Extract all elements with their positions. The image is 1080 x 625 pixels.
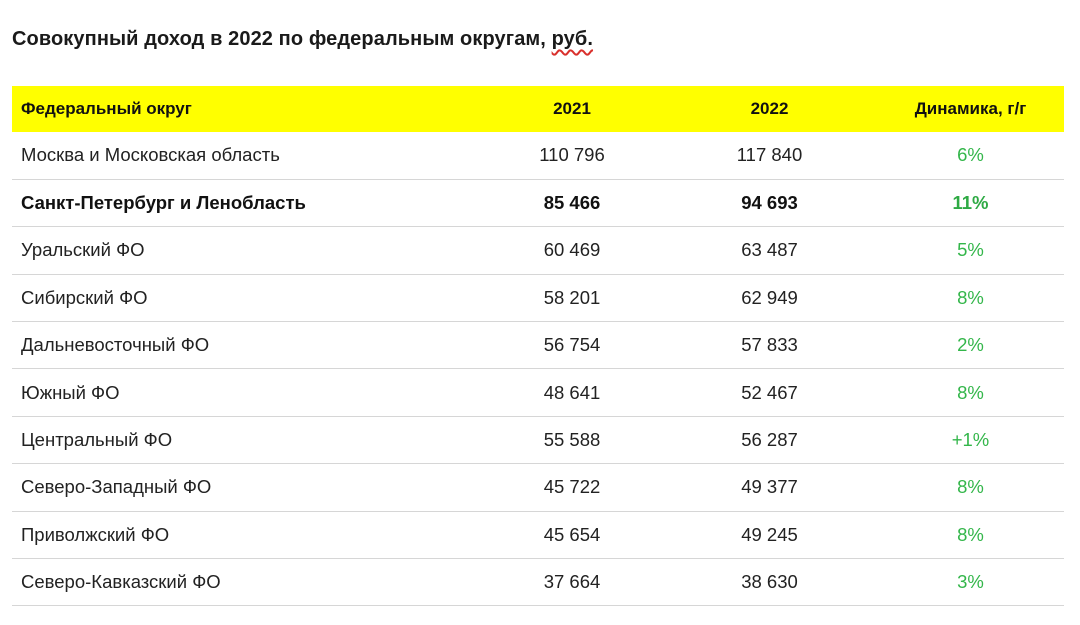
dynamics-cell: 2% (957, 334, 984, 356)
header-2021: 2021 (553, 99, 591, 118)
value-2021-cell: 37 664 (543, 571, 601, 593)
table-body: Москва и Московская область 110 796 117 84… (12, 132, 1064, 606)
district-cell: Северо-Западный ФО (21, 476, 212, 498)
district-cell: Москва и Московская область (21, 144, 280, 166)
table-row: Центральный ФО 55 588 56 287 +1% (12, 416, 1064, 464)
header-dynamics: Динамика, г/г (914, 99, 1027, 118)
value-2021-cell: 45 654 (543, 523, 601, 545)
dynamics-cell: 8% (957, 523, 984, 545)
table-header: Федеральный округ 2021 2022 Динамика, г/… (12, 86, 1064, 132)
value-2022-cell: 62 949 (741, 286, 798, 308)
value-2022-cell: 56 287 (741, 429, 798, 451)
dynamics-cell: 8% (957, 286, 984, 308)
table-header-row: Федеральный округ 2021 2022 Динамика, г/… (12, 86, 1064, 132)
header-district: Федеральный округ (21, 99, 192, 118)
district-cell: Северо-Кавказский ФО (21, 571, 221, 593)
dynamics-cell: 6% (957, 144, 984, 166)
district-cell: Уральский ФО (21, 239, 145, 261)
title-main: Совокупный доход в 2022 по федеральным о… (12, 28, 552, 50)
table-row: Дальневосточный ФО 56 754 57 833 2% (12, 322, 1064, 369)
dynamics-cell: 8% (957, 381, 984, 403)
value-2021-cell: 48 641 (543, 381, 601, 403)
value-2021-cell: 55 588 (543, 429, 601, 451)
table-row: Южный ФО 48 641 52 467 8% (12, 369, 1064, 417)
table-row: Москва и Московская область 110 796 117 84… (12, 132, 1064, 180)
dynamics-cell: +1% (951, 429, 990, 451)
district-cell: Южный ФО (21, 381, 120, 403)
table-row: Приволжский ФО 45 654 49 245 8% (12, 511, 1064, 559)
value-2021-cell: 110 796 (539, 144, 605, 166)
value-2022-cell: 49 245 (741, 523, 798, 545)
table-row: Санкт-Петербург и Ленобласть 85 466 94 693… (12, 179, 1064, 227)
header-2022: 2022 (750, 99, 789, 118)
dynamics-cell: 11% (952, 192, 989, 214)
value-2022-cell: 52 467 (741, 381, 798, 403)
value-2022-cell: 49 377 (741, 476, 798, 498)
dynamics-cell: 5% (957, 239, 984, 261)
table-row: Северо-Западный ФО 45 722 49 377 8% (12, 464, 1064, 512)
title-unit: руб. (551, 28, 594, 50)
value-2022-cell: 57 833 (741, 334, 798, 356)
value-2022-cell: 38 630 (741, 571, 798, 593)
value-2021-cell: 56 754 (543, 334, 601, 356)
district-cell: Центральный ФО (21, 429, 173, 451)
district-cell: Дальневосточный ФО (21, 334, 210, 356)
district-cell: Санкт-Петербург и Ленобласть (21, 192, 306, 214)
value-2021-cell: 60 469 (543, 239, 601, 261)
table-row: Уральский ФО 60 469 63 487 5% (12, 227, 1064, 275)
value-2022-cell: 63 487 (741, 239, 798, 261)
value-2021-cell: 58 201 (543, 286, 601, 308)
value-2022-cell: 117 840 (736, 144, 803, 166)
page-title: Совокупный доход в 2022 по федеральным о… (12, 28, 593, 51)
income-table: Федеральный округ 2021 2022 Динамика, г/… (12, 86, 1064, 606)
value-2022-cell: 94 693 (741, 192, 798, 214)
dynamics-cell: 8% (957, 476, 984, 498)
table-row: Северо-Кавказский ФО 37 664 38 630 3% (12, 559, 1064, 606)
value-2021-cell: 85 466 (543, 192, 601, 214)
value-2021-cell: 45 722 (543, 476, 601, 498)
dynamics-cell: 3% (957, 571, 984, 593)
district-cell: Приволжский ФО (21, 523, 170, 545)
table-row: Сибирский ФО 58 201 62 949 8% (12, 274, 1064, 322)
district-cell: Сибирский ФО (21, 286, 148, 308)
